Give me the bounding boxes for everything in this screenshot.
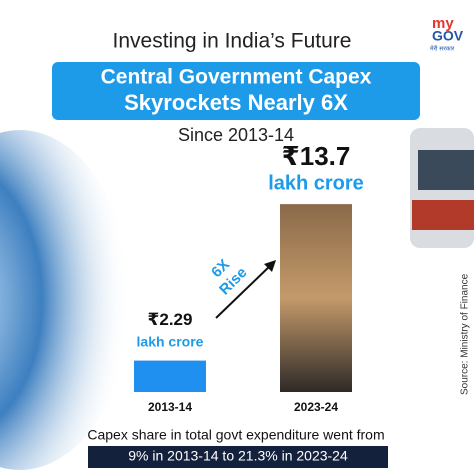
footnote-box — [88, 446, 388, 468]
headline: Skyrockets Nearly 6X — [124, 90, 348, 115]
footnote: Capex share in total govt expenditure we… — [87, 427, 384, 443]
headline: Central Government Capex — [101, 66, 372, 89]
unit-label: lakh crore — [137, 333, 204, 349]
arrow — [215, 263, 273, 319]
coins-decoration — [0, 130, 130, 470]
train-decoration — [410, 128, 474, 248]
value-label: ₹2.29 — [148, 310, 193, 329]
logo-tagline: मेरी सरकार — [430, 45, 455, 53]
value-label: ₹13.7 — [282, 141, 351, 171]
subtitle: Since 2013-14 — [178, 125, 294, 145]
bar — [280, 204, 352, 392]
logo-gov: GOV — [432, 28, 464, 44]
x-tick-label: 2013-14 — [148, 400, 192, 414]
logo-my: my — [432, 15, 454, 32]
unit-label: lakh crore — [268, 172, 364, 194]
bar — [134, 360, 206, 392]
title: Investing in India’s Future — [113, 30, 352, 53]
headline-box — [52, 62, 420, 120]
footnote-highlight: 9% in 2013-14 to 21.3% in 2023-24 — [128, 448, 348, 464]
x-tick-label: 2023-24 — [294, 400, 338, 414]
source: Source: Ministry of Finance — [460, 273, 471, 395]
arrow-head — [264, 260, 276, 272]
